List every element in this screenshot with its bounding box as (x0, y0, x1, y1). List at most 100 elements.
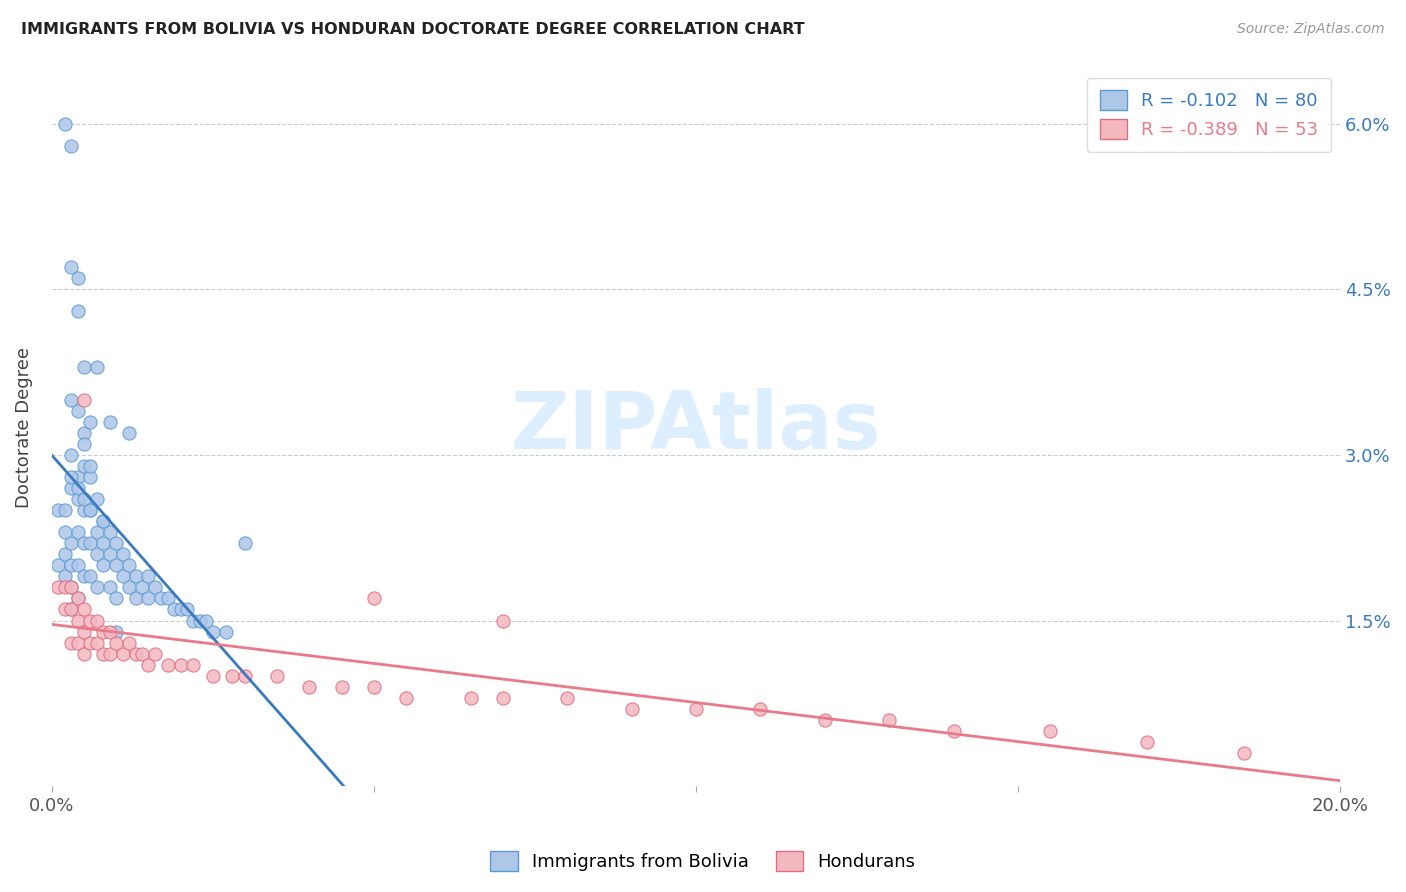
Point (79, 635, 101, 649)
Point (73, 392, 96, 407)
Point (105, 558, 128, 573)
Point (66, 404, 89, 418)
Point (124, 591, 146, 606)
Point (66, 481, 89, 495)
Point (73, 425, 96, 440)
Point (60, 581, 83, 595)
Text: Source: ZipAtlas.com: Source: ZipAtlas.com (1237, 22, 1385, 37)
Point (363, 680, 385, 694)
Point (91, 514, 114, 528)
Point (73, 536, 96, 550)
Point (73, 569, 96, 583)
Point (60, 481, 83, 495)
Point (215, 624, 238, 639)
Point (79, 536, 101, 550)
Point (91, 558, 114, 573)
Point (66, 558, 89, 573)
Point (53, 547, 76, 561)
Point (73, 602, 96, 616)
Point (79, 569, 101, 583)
Point (118, 558, 141, 573)
Point (53, 117, 76, 131)
Point (363, 591, 385, 606)
Point (138, 591, 160, 606)
Point (298, 680, 321, 694)
Point (53, 503, 76, 517)
Point (73, 458, 96, 473)
Point (877, 713, 900, 727)
Point (60, 536, 83, 550)
Point (156, 657, 179, 672)
Point (86, 359, 108, 374)
Point (91, 624, 114, 639)
Point (66, 591, 89, 606)
Point (86, 635, 108, 649)
Point (1233, 746, 1256, 760)
Point (66, 470, 89, 484)
Point (86, 581, 108, 595)
Point (79, 470, 101, 484)
Point (233, 536, 256, 550)
Point (183, 657, 205, 672)
Point (118, 581, 141, 595)
Point (124, 647, 146, 661)
Point (79, 458, 101, 473)
Point (98, 525, 121, 540)
Point (221, 669, 243, 683)
Point (138, 657, 160, 672)
Point (79, 415, 101, 429)
Text: IMMIGRANTS FROM BOLIVIA VS HONDURAN DOCTORATE DEGREE CORRELATION CHART: IMMIGRANTS FROM BOLIVIA VS HONDURAN DOCT… (21, 22, 804, 37)
Point (143, 647, 166, 661)
Point (98, 624, 121, 639)
Point (555, 690, 578, 705)
Text: ZIPAtlas: ZIPAtlas (510, 388, 882, 467)
Point (233, 669, 256, 683)
Point (79, 503, 101, 517)
Point (73, 503, 96, 517)
Point (98, 547, 121, 561)
Point (60, 260, 83, 275)
Point (131, 581, 153, 595)
Point (73, 437, 96, 451)
Point (266, 669, 288, 683)
Point (111, 547, 134, 561)
Point (60, 470, 83, 484)
Point (60, 602, 83, 616)
Point (156, 591, 179, 606)
Legend: Immigrants from Bolivia, Hondurans: Immigrants from Bolivia, Hondurans (484, 844, 922, 879)
Y-axis label: Doctorate Degree: Doctorate Degree (15, 347, 32, 508)
Point (53, 525, 76, 540)
Point (79, 614, 101, 628)
Point (60, 392, 83, 407)
Point (105, 591, 128, 606)
Point (131, 647, 153, 661)
Point (138, 569, 160, 583)
Point (685, 702, 707, 716)
Point (814, 713, 837, 727)
Point (60, 581, 83, 595)
Point (79, 503, 101, 517)
Point (91, 647, 114, 661)
Point (73, 647, 96, 661)
Point (143, 581, 166, 595)
Point (86, 492, 108, 507)
Point (201, 669, 224, 683)
Point (60, 635, 83, 649)
Point (749, 702, 772, 716)
Point (66, 635, 89, 649)
Point (620, 702, 643, 716)
Point (66, 492, 89, 507)
Point (460, 690, 482, 705)
Point (53, 581, 76, 595)
Point (86, 614, 108, 628)
Point (150, 591, 173, 606)
Point (60, 138, 83, 153)
Point (942, 723, 965, 738)
Point (330, 680, 353, 694)
Point (105, 635, 128, 649)
Point (98, 647, 121, 661)
Point (91, 514, 114, 528)
Point (73, 492, 96, 507)
Point (60, 602, 83, 616)
Point (98, 415, 121, 429)
